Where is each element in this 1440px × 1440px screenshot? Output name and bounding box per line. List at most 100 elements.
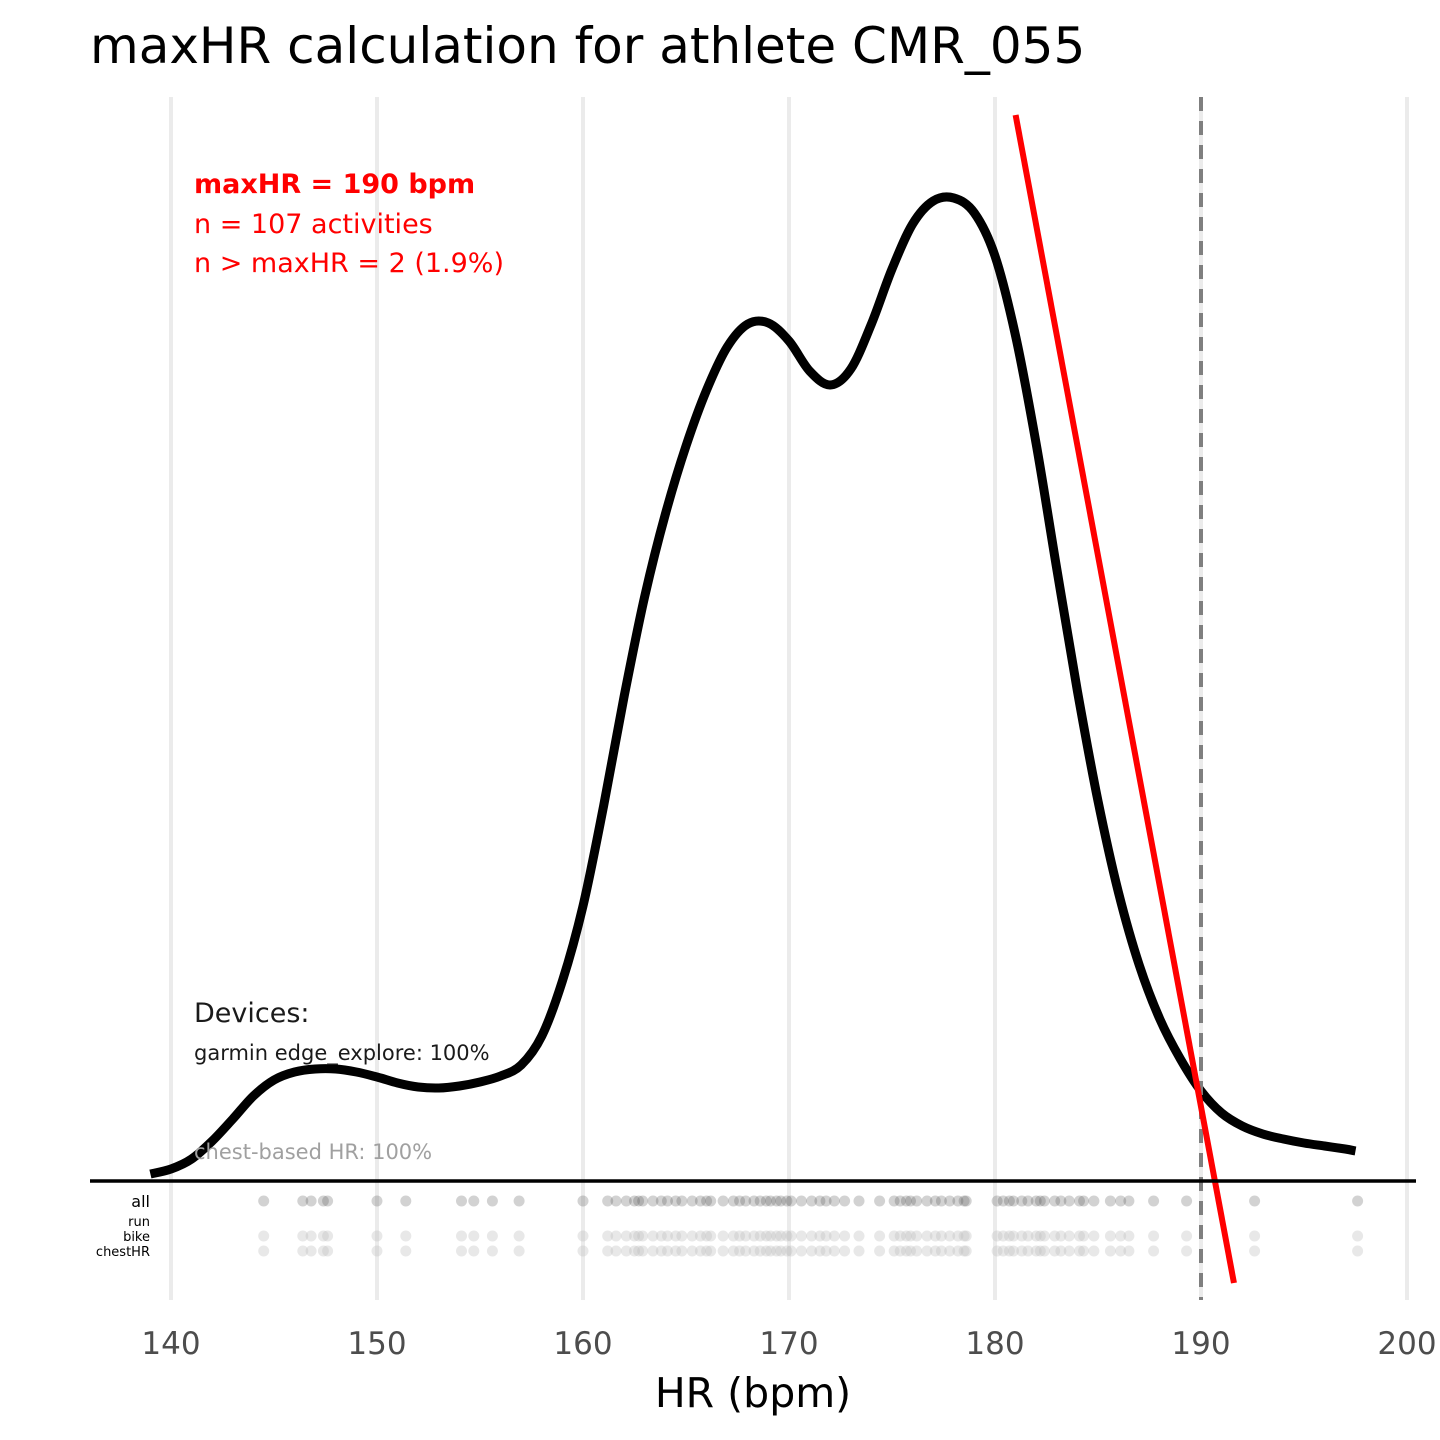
rug-point-all: [655, 1195, 667, 1207]
rug-point-all: [905, 1195, 916, 1207]
rug-point-bike: [1123, 1230, 1135, 1242]
rug-point-all: [820, 1195, 832, 1207]
rug-point-all: [1074, 1195, 1085, 1207]
rug-point-bike: [629, 1230, 640, 1242]
rug-point-chestHR: [935, 1245, 947, 1257]
rug-point-bike: [1034, 1230, 1046, 1242]
rug-point-chestHR: [888, 1245, 900, 1257]
rug-point-all: [602, 1195, 614, 1207]
rug-point-chestHR: [905, 1245, 916, 1257]
rug-label-all: all: [131, 1192, 150, 1211]
rug-point-chestHR: [400, 1245, 412, 1257]
rug-point-all: [952, 1195, 964, 1207]
rug-point-all: [1088, 1195, 1100, 1207]
rug-point-all: [828, 1195, 840, 1207]
rug-point-bike: [1063, 1230, 1075, 1242]
rug-point-chestHR: [771, 1245, 783, 1257]
rug-point-all: [991, 1195, 1003, 1207]
rug-point-all: [734, 1195, 746, 1207]
rug-point-all: [1016, 1195, 1028, 1207]
rug-point-chestHR: [1104, 1245, 1116, 1257]
rug-point-all: [1181, 1195, 1193, 1207]
rug-point-chestHR: [781, 1245, 793, 1257]
rug-point-bike: [1022, 1230, 1034, 1242]
rug-point-chestHR: [647, 1245, 659, 1257]
x-tick-200: 200: [1377, 1326, 1436, 1362]
rug-point-chestHR: [1049, 1245, 1061, 1257]
rug-point-chestHR: [734, 1245, 746, 1257]
device-line: garmin edge_explore: 100%: [194, 1041, 490, 1066]
rug-point-all: [1104, 1195, 1116, 1207]
density-curve: [149, 192, 1357, 1179]
rug-point-all: [577, 1195, 589, 1207]
rug-point-chestHR: [991, 1245, 1003, 1257]
rug-point-bike: [1078, 1230, 1090, 1242]
rug-point-bike: [958, 1230, 970, 1242]
rug-point-bike: [676, 1230, 688, 1242]
rug-point-bike: [620, 1230, 632, 1242]
rug-point-all: [785, 1195, 797, 1207]
rug-point-bike: [655, 1230, 667, 1242]
x-tick-160: 160: [553, 1326, 612, 1362]
rug-point-chestHR: [900, 1245, 912, 1257]
rug-point-all: [921, 1195, 933, 1207]
rug-point-bike: [1115, 1230, 1127, 1242]
rug-point-bike: [765, 1230, 776, 1242]
rug-point-chestHR: [785, 1245, 797, 1257]
rug-point-chestHR: [960, 1245, 972, 1257]
rug-point-chestHR: [828, 1245, 840, 1257]
x-tick-labels: 140 150 160 170 180 190 200: [141, 1326, 1436, 1362]
rug-point-bike: [258, 1230, 270, 1242]
maxhr-label: maxHR = 190 bpm: [194, 169, 475, 200]
rug-point-chestHR: [1038, 1245, 1050, 1257]
rug-point-all: [1352, 1195, 1364, 1207]
rug-point-bike: [911, 1230, 923, 1242]
n-activities-label: n = 107 activities: [194, 209, 433, 240]
rug-point-all: [765, 1195, 776, 1207]
rug-point-chestHR: [894, 1245, 906, 1257]
rug-point-chestHR: [670, 1245, 682, 1257]
rug-point-bike: [935, 1230, 947, 1242]
rug-point-all: [647, 1195, 659, 1207]
rug-point-all: [929, 1195, 941, 1207]
rug-point-chestHR: [322, 1245, 334, 1257]
rug-point-all: [701, 1195, 713, 1207]
rug-point-bike: [610, 1230, 622, 1242]
rug-point-chestHR: [717, 1245, 729, 1257]
rug-point-all: [1008, 1195, 1019, 1207]
rug-point-bike: [305, 1230, 317, 1242]
rug-point-all: [1055, 1195, 1067, 1207]
rug-point-chestHR: [1074, 1245, 1085, 1257]
rug-point-chestHR: [620, 1245, 632, 1257]
rug-point-bike: [820, 1230, 832, 1242]
chest-hr-label: chest-based HR: 100%: [194, 1140, 432, 1164]
rug-point-bike: [1352, 1230, 1364, 1242]
rug-point-chestHR: [1034, 1245, 1046, 1257]
rug-label-chesthr: chestHR: [96, 1245, 150, 1260]
rug-point-all: [814, 1195, 826, 1207]
rug-point-all: [297, 1195, 309, 1207]
rug-point-bike: [1104, 1230, 1116, 1242]
rug-point-chestHR: [577, 1245, 589, 1257]
rug-point-all: [748, 1195, 760, 1207]
rug-point-bike: [1030, 1230, 1042, 1242]
rug-point-chestHR: [1123, 1245, 1135, 1257]
rug-point-bike: [1016, 1230, 1028, 1242]
rug-point-bike: [960, 1230, 972, 1242]
rug-point-bike: [795, 1230, 807, 1242]
rug-point-chestHR: [305, 1245, 317, 1257]
rug-point-bike: [806, 1230, 818, 1242]
rug-point-bike: [701, 1230, 713, 1242]
rug-point-all: [717, 1195, 729, 1207]
rug-point-all: [839, 1195, 851, 1207]
rug-point-all: [662, 1195, 673, 1207]
rug-point-chestHR: [806, 1245, 818, 1257]
rug-point-chestHR: [686, 1245, 698, 1257]
rug-point-chestHR: [760, 1245, 772, 1257]
rug-point-all: [911, 1195, 923, 1207]
rug-point-chestHR: [701, 1245, 713, 1257]
rug-point-all: [740, 1195, 752, 1207]
rug-point-bike: [717, 1230, 729, 1242]
rug-point-chestHR: [468, 1245, 480, 1257]
rug-point-bike: [781, 1230, 793, 1242]
